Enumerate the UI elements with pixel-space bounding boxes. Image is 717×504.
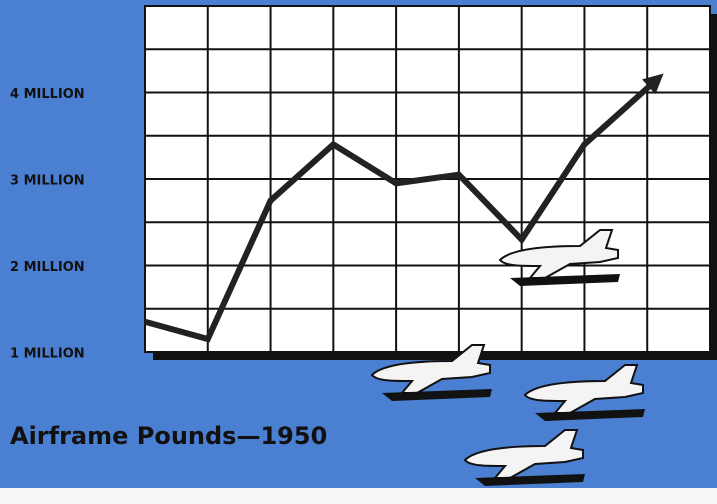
marks (144, 73, 664, 343)
y-tick-label: 1 MILLION (10, 347, 85, 362)
y-tick-label: 4 MILLION (10, 87, 85, 102)
arrow-head (642, 73, 664, 95)
line (144, 85, 650, 343)
bottom-strip (0, 488, 717, 504)
airplane (524, 364, 646, 422)
chart-title: Airframe Pounds—1950 (10, 422, 327, 450)
airplane (464, 429, 586, 487)
y-tick-label: 2 MILLION (10, 260, 85, 275)
y-tick-label: 3 MILLION (10, 174, 85, 189)
